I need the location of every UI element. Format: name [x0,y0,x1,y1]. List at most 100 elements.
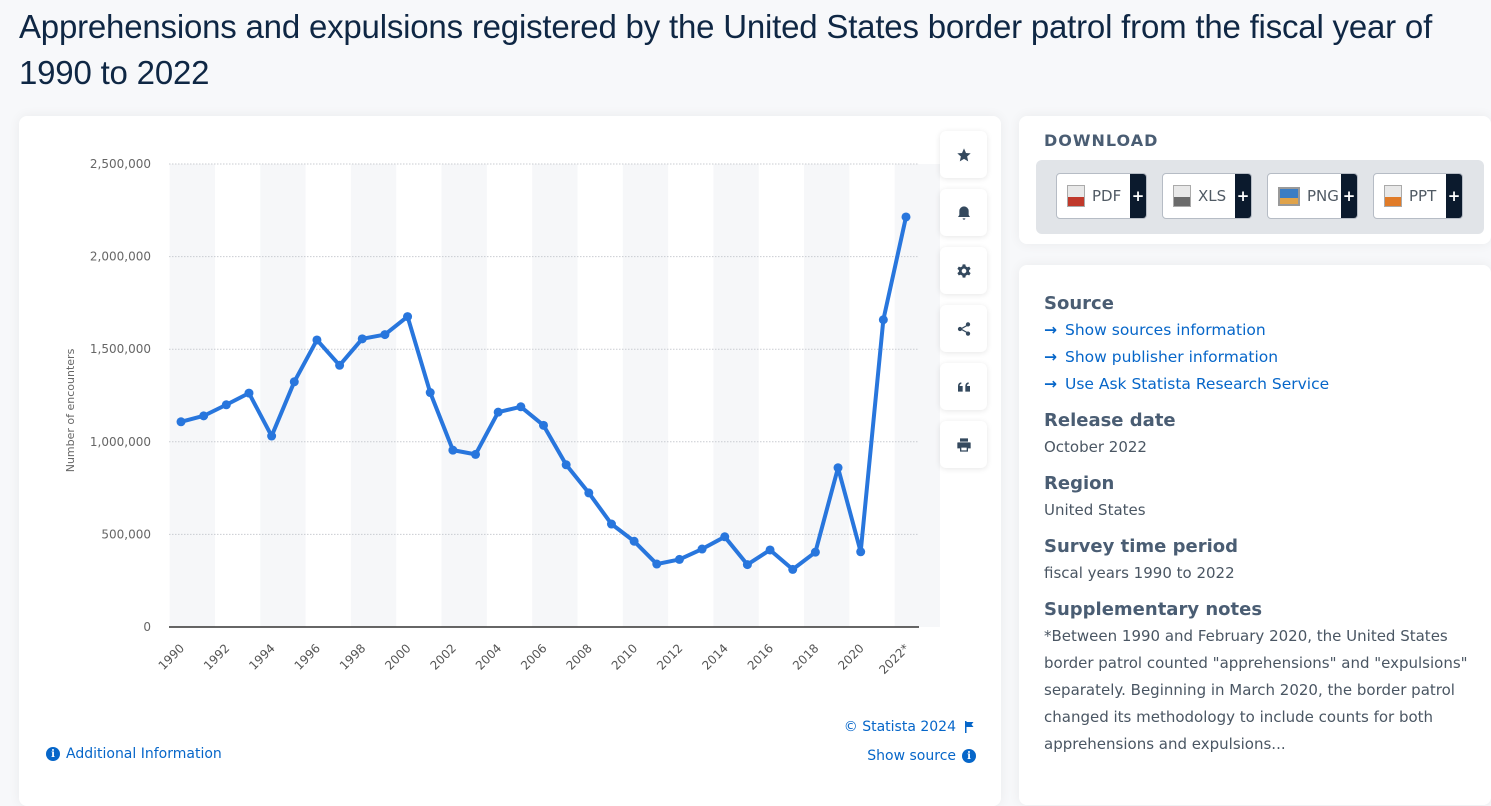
copyright-text: © Statista 2024 [843,719,956,735]
background-band [169,164,215,627]
additional-information-label: Additional Information [66,746,222,762]
quote-icon [957,381,970,392]
data-point [856,547,866,557]
data-point [833,463,843,473]
download-bar: PDF + XLS + PNG + PPT + [1036,160,1484,234]
share-button[interactable] [940,305,987,352]
show-source-link[interactable]: Show source i [867,748,976,764]
x-tick-label: 1998 [337,641,368,672]
gear-icon [956,263,971,278]
show-publisher-label: Show publisher information [1065,348,1279,366]
data-point [335,360,345,370]
x-tick-label: 2000 [382,641,413,672]
download-ppt-label: PPT [1409,187,1437,205]
release-date-heading: Release date [1044,410,1176,431]
x-tick-label: 1994 [246,641,277,672]
ask-statista-label: Use Ask Statista Research Service [1065,375,1330,393]
info-icon: i [46,747,60,761]
data-point [720,532,730,542]
background-band [441,164,487,627]
x-tick-label: 2018 [790,641,821,672]
x-tick-label: 2006 [518,641,549,672]
survey-period-heading: Survey time period [1044,536,1238,557]
data-point [493,407,503,417]
background-band [713,164,759,627]
data-point [810,547,820,557]
print-button[interactable] [940,421,987,468]
data-point [539,420,548,430]
y-tick-label: 2,000,000 [90,250,151,264]
show-sources-link[interactable]: → Show sources information [1044,317,1474,344]
y-tick-label: 500,000 [101,527,151,541]
download-png-label: PNG [1307,187,1339,205]
x-tick-label: 2002 [427,641,458,672]
y-tick-label: 1,000,000 [90,435,151,449]
additional-information-link[interactable]: i Additional Information [46,746,222,762]
arrow-right-icon: → [1044,348,1057,366]
plus-icon: + [1235,174,1251,218]
download-pdf-label: PDF [1092,187,1122,205]
supplementary-notes-text: *Between 1990 and February 2020, the Uni… [1044,627,1468,753]
printer-icon [956,437,971,452]
background-band [350,164,397,627]
x-tick-label: 2020 [835,641,866,672]
data-point [584,488,594,498]
bell-icon [957,205,970,220]
show-sources-label: Show sources information [1065,321,1266,339]
x-tick-label: 1990 [156,641,187,672]
data-point [199,411,209,421]
y-tick-label: 2,500,000 [90,157,151,171]
download-pdf-button[interactable]: PDF + [1056,173,1147,219]
data-point [697,544,707,554]
download-xls-button[interactable]: XLS + [1162,173,1252,219]
line-chart: 0 500,000 1,000,000 1,500,000 2,000,000 2,500… [64,157,940,677]
statistic-details-panel: Source → Show sources information → Show p… [1019,265,1491,805]
data-point [561,460,571,470]
data-point [176,417,186,427]
data-point [878,315,888,325]
download-title: DOWNLOAD [1044,131,1159,150]
data-point [289,377,299,387]
data-point [674,554,684,564]
y-tick-label: 1,500,000 [90,342,151,356]
data-point [403,312,413,322]
page-title: Apprehensions and expulsions registered … [19,8,1433,91]
download-ppt-button[interactable]: PPT + [1373,173,1463,219]
settings-button[interactable] [940,247,987,294]
data-point [516,402,526,412]
y-tick-label: 0 [143,620,151,634]
x-tick-label: 2014 [699,641,730,672]
show-source-label: Show source [867,748,956,764]
content-fade [1019,777,1491,805]
arrow-right-icon: → [1044,321,1057,339]
x-tick-label: 2004 [473,641,504,672]
ask-statista-link[interactable]: → Use Ask Statista Research Service [1044,371,1474,398]
data-point [425,388,435,398]
download-panel: DOWNLOAD PDF + XLS + PNG + PPT + [1019,116,1491,244]
x-tick-label: 2016 [745,641,776,672]
background-band [260,164,306,627]
data-point [629,536,639,546]
statista-copyright[interactable]: © Statista 2024 [844,719,974,735]
plus-icon: + [1446,174,1462,218]
cite-button[interactable] [940,363,987,410]
survey-period-value: fiscal years 1990 to 2022 [1044,564,1235,582]
data-point [357,334,367,344]
png-image-icon [1278,186,1300,206]
data-point [742,560,752,570]
flag-icon [965,721,974,733]
x-tick-label: 2010 [609,641,640,672]
favorite-button[interactable] [940,131,987,178]
source-heading: Source [1044,293,1114,314]
data-point [606,519,616,529]
x-tick-label: 2022* [876,641,912,677]
data-point [221,400,231,410]
notification-button[interactable] [940,189,987,236]
pdf-file-icon [1067,185,1085,207]
show-publisher-link[interactable]: → Show publisher information [1044,344,1474,371]
data-point [380,330,390,340]
download-xls-label: XLS [1198,187,1227,205]
star-icon [956,147,971,161]
download-png-button[interactable]: PNG + [1267,173,1358,219]
region-value: United States [1044,501,1146,519]
